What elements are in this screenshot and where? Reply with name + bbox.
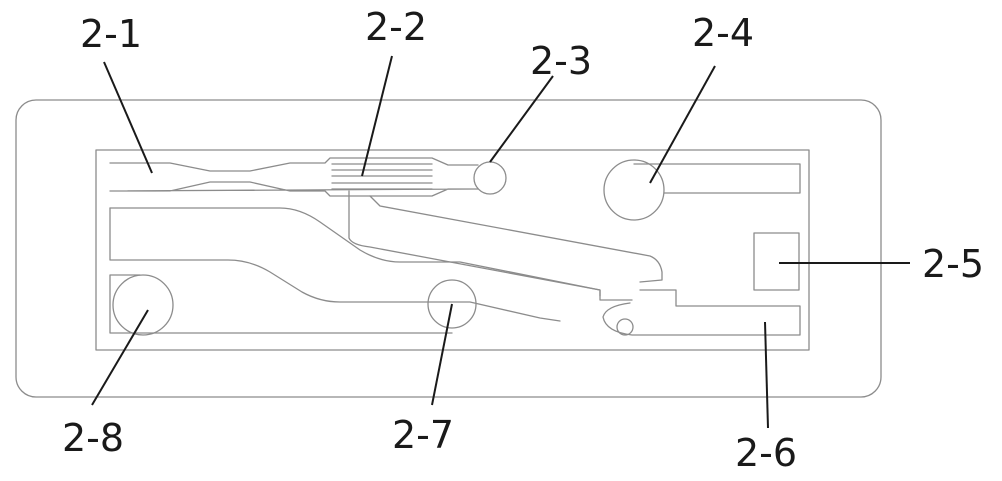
- reservoir-channel: [633, 163, 801, 194]
- bottom-channel: [109, 274, 453, 334]
- port-left: [112, 274, 174, 336]
- outlet-channel: [602, 289, 801, 336]
- inlet-channel: [109, 157, 479, 197]
- outlet-port: [616, 318, 634, 336]
- leader-line-2-2: [361, 55, 393, 177]
- leader-line-2-4: [649, 65, 716, 184]
- label-2-4: 2-4: [692, 11, 754, 55]
- leader-line-2-1: [103, 61, 153, 174]
- label-2-2: 2-2: [365, 5, 427, 49]
- label-2-6: 2-6: [735, 431, 797, 475]
- leader-line-2-7: [431, 303, 453, 406]
- sample-chamber: [109, 207, 601, 297]
- leader-line-2-3: [489, 75, 554, 163]
- leader-line-2-6: [764, 321, 769, 429]
- port-small: [473, 161, 507, 195]
- chip-outer-frame: [15, 99, 882, 398]
- label-2-1: 2-1: [80, 12, 142, 56]
- reservoir-large: [603, 159, 665, 221]
- transfer-channel: [348, 190, 663, 301]
- chip-inner-frame: [95, 149, 810, 351]
- label-2-5: 2-5: [922, 242, 984, 286]
- sample-chamber: [109, 207, 561, 322]
- leader-line-2-8: [91, 309, 149, 406]
- label-2-3: 2-3: [530, 39, 592, 83]
- port-middle: [427, 279, 477, 329]
- detection-window: [753, 232, 800, 291]
- label-2-7: 2-7: [392, 413, 454, 457]
- label-2-8: 2-8: [62, 416, 124, 460]
